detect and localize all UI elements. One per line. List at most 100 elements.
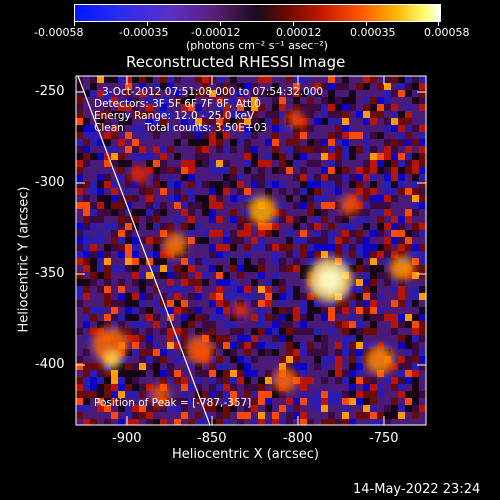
heatmap-cell xyxy=(216,188,223,195)
heatmap-cell xyxy=(328,314,335,321)
heatmap-cell xyxy=(391,363,398,370)
heatmap-cell xyxy=(195,377,202,384)
heatmap-cell xyxy=(223,125,230,132)
heatmap-cell xyxy=(209,167,216,174)
heatmap-cell xyxy=(356,328,363,335)
heatmap-cell xyxy=(83,419,90,425)
heatmap-cell xyxy=(335,139,342,146)
heatmap-cell xyxy=(398,363,405,370)
heatmap-cell xyxy=(349,258,356,265)
heatmap-cell xyxy=(335,307,342,314)
heatmap-cell xyxy=(300,363,307,370)
heatmap-cell xyxy=(216,237,223,244)
heatmap-cell xyxy=(139,384,146,391)
heatmap-cell xyxy=(405,195,412,202)
heatmap-cell xyxy=(139,349,146,356)
heatmap-cell xyxy=(90,153,97,160)
heatmap-cell xyxy=(244,279,251,286)
heatmap-cell xyxy=(398,335,405,342)
heatmap-cell xyxy=(195,384,202,391)
x-tick-label: -800 xyxy=(283,431,313,446)
heatmap-cell xyxy=(223,258,230,265)
heatmap-cell xyxy=(90,104,97,111)
heatmap-cell xyxy=(258,230,265,237)
heatmap-cell xyxy=(286,125,293,132)
heatmap-cell xyxy=(349,293,356,300)
heatmap-cell xyxy=(342,237,349,244)
heatmap-cell xyxy=(272,216,279,223)
heatmap-cell xyxy=(349,244,356,251)
heatmap-cell xyxy=(230,286,237,293)
heatmap-cell xyxy=(307,76,314,83)
heatmap-cell xyxy=(279,265,286,272)
heatmap-cell xyxy=(244,118,251,125)
heatmap-cell xyxy=(321,174,328,181)
heatmap-cell xyxy=(272,328,279,335)
heatmap-cell xyxy=(181,146,188,153)
heatmap-cell xyxy=(384,335,391,342)
heatmap-cell xyxy=(391,419,398,425)
heatmap-cell xyxy=(181,405,188,412)
heatmap-cell xyxy=(132,391,139,398)
heatmap-cell xyxy=(405,279,412,286)
heatmap-cell xyxy=(328,76,335,83)
heatmap-cell xyxy=(125,83,132,90)
heatmap-cell xyxy=(321,384,328,391)
heatmap-cell xyxy=(125,356,132,363)
heatmap-cell xyxy=(412,370,419,377)
heatmap-cell xyxy=(356,272,363,279)
heatmap-cell xyxy=(349,363,356,370)
heatmap-cell xyxy=(419,153,426,160)
heatmap-cell xyxy=(391,314,398,321)
heatmap-cell xyxy=(307,265,314,272)
heatmap-cell xyxy=(83,111,90,118)
heatmap-cell xyxy=(377,181,384,188)
heatmap-cell xyxy=(272,419,279,425)
heatmap-cell xyxy=(125,202,132,209)
heatmap-cell xyxy=(125,118,132,125)
heatmap-cell xyxy=(223,167,230,174)
heatmap-cell xyxy=(328,349,335,356)
heatmap-cell xyxy=(118,377,125,384)
heatmap-cell xyxy=(272,293,279,300)
heatmap-cell xyxy=(160,216,167,223)
heatmap-cell xyxy=(237,272,244,279)
heatmap-cell xyxy=(202,370,209,377)
heatmap-cell xyxy=(307,139,314,146)
heatmap-cell xyxy=(412,118,419,125)
heatmap-cell xyxy=(118,76,125,83)
heatmap-cell xyxy=(174,405,181,412)
heatmap-cell xyxy=(342,188,349,195)
heatmap-cell xyxy=(335,125,342,132)
heatmap-cell xyxy=(405,209,412,216)
heatmap-cell xyxy=(174,174,181,181)
heatmap-cell xyxy=(118,230,125,237)
heatmap-cell xyxy=(258,174,265,181)
heatmap-cell xyxy=(83,258,90,265)
heatmap-cell xyxy=(293,286,300,293)
heatmap-cell xyxy=(335,363,342,370)
heatmap-cell xyxy=(237,384,244,391)
heatmap-cell xyxy=(174,419,181,425)
heatmap-cell xyxy=(90,363,97,370)
heatmap-cell xyxy=(293,384,300,391)
heatmap-cell xyxy=(307,419,314,425)
heatmap-cell xyxy=(174,412,181,419)
heatmap-cell xyxy=(146,370,153,377)
x-tick-label: -900 xyxy=(112,431,142,446)
heatmap-cell xyxy=(412,174,419,181)
heatmap-cell xyxy=(125,412,132,419)
heatmap-cell xyxy=(258,76,265,83)
heatmap-cell xyxy=(321,412,328,419)
heatmap-cell xyxy=(377,335,384,342)
heatmap-cell xyxy=(188,125,195,132)
heatmap-cell xyxy=(76,335,83,342)
heatmap-cell xyxy=(90,111,97,118)
heatmap-cell xyxy=(223,160,230,167)
heatmap-cell xyxy=(265,181,272,188)
heatmap-cell xyxy=(412,188,419,195)
heatmap-cell xyxy=(202,216,209,223)
heatmap-cell xyxy=(300,76,307,83)
heatmap-cell xyxy=(139,132,146,139)
heatmap-cell xyxy=(195,258,202,265)
